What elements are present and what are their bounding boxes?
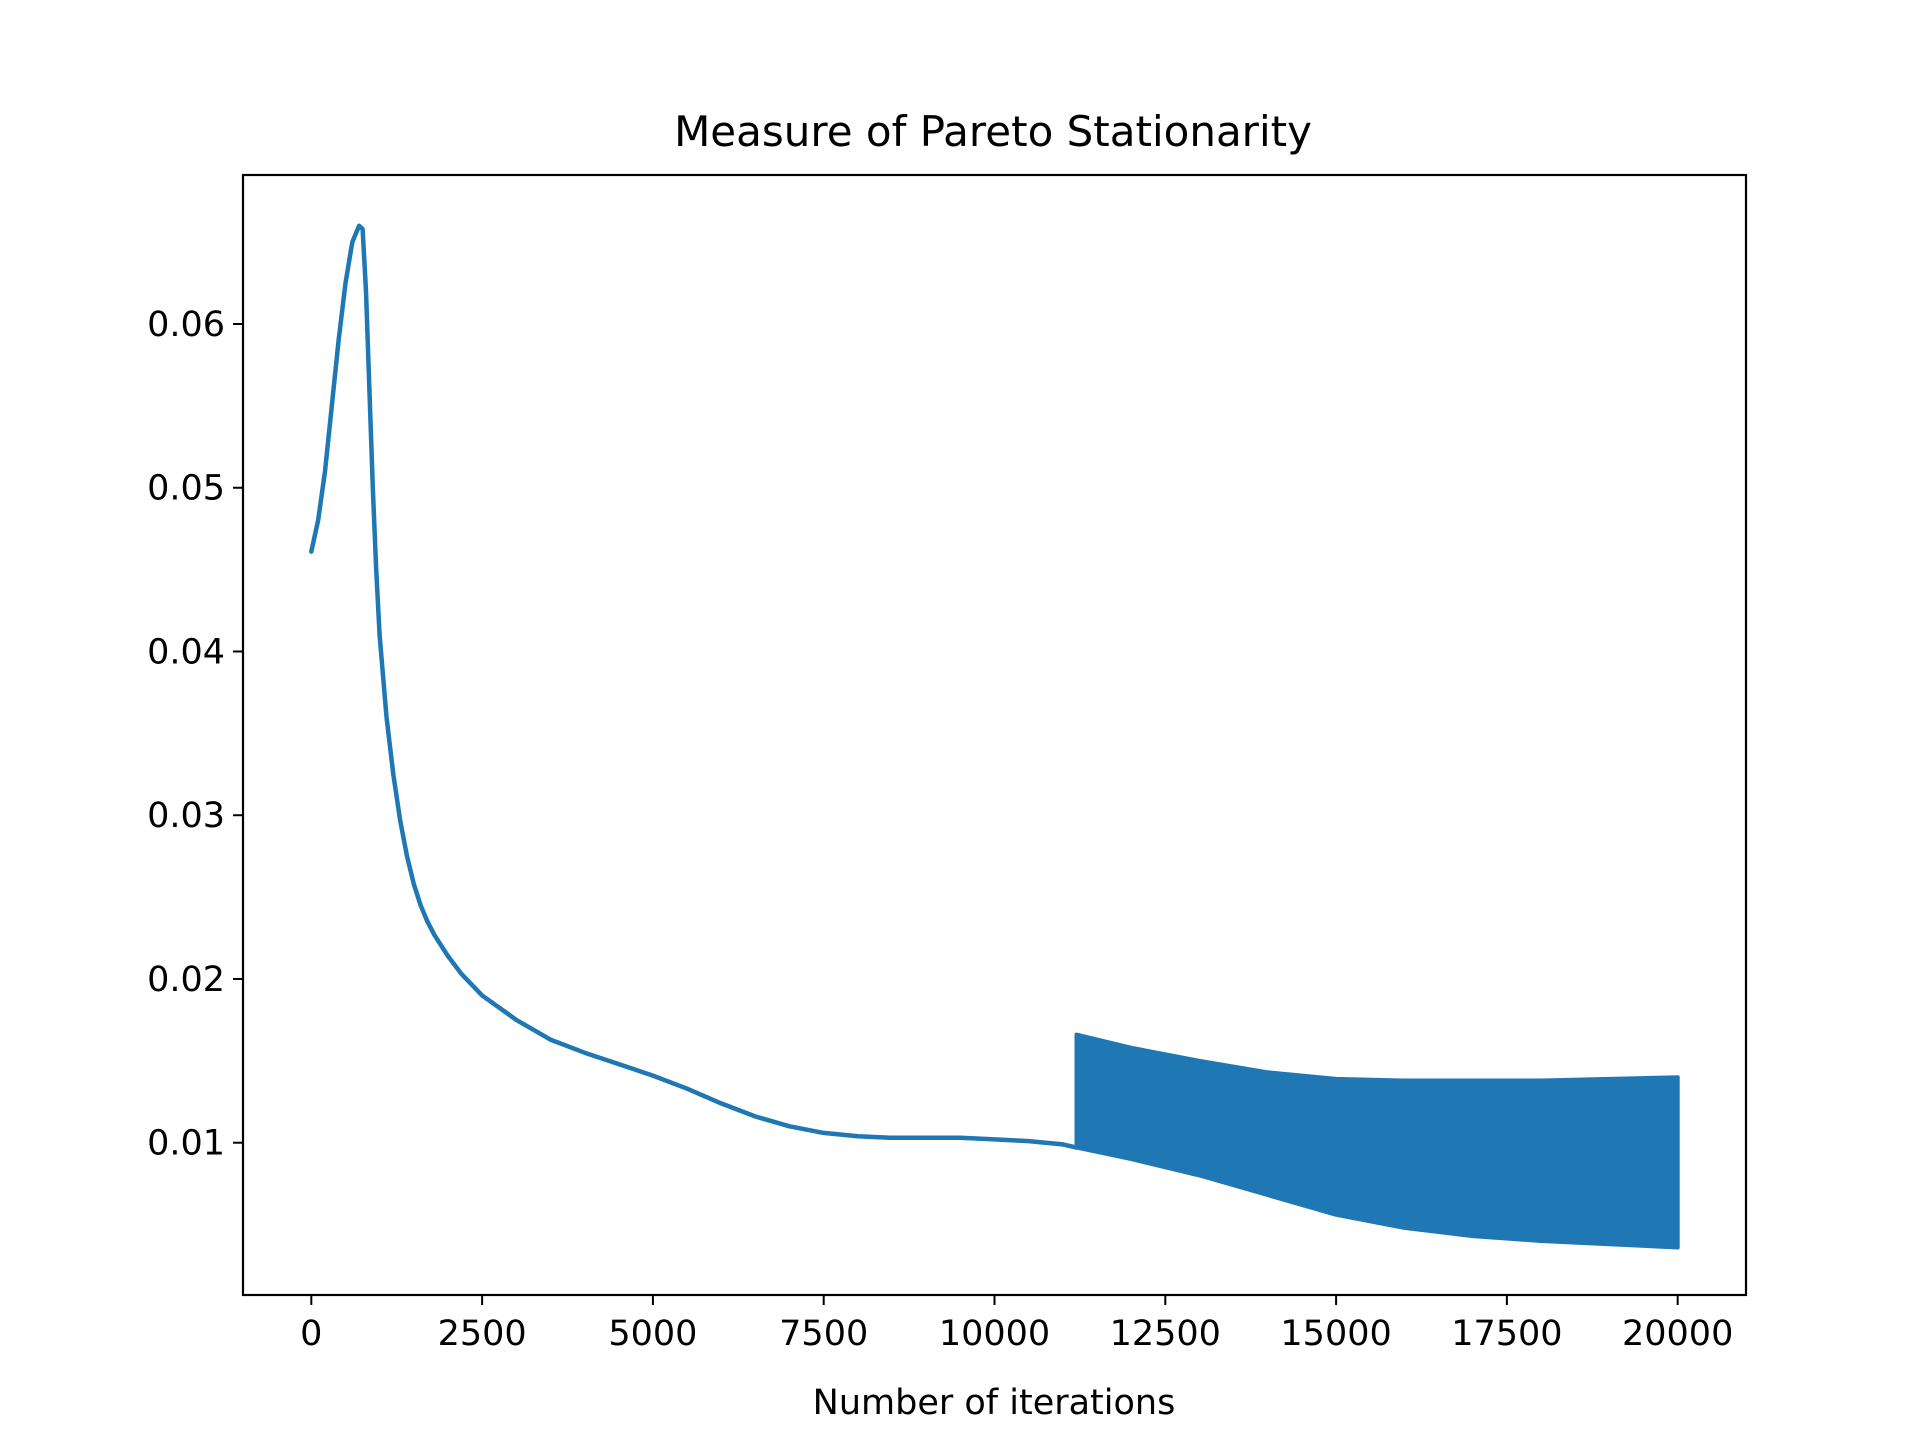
- x-tick-label: 10000: [939, 1314, 1050, 1354]
- y-tick-label: 0.05: [147, 469, 225, 509]
- y-tick-label: 0.01: [147, 1124, 225, 1164]
- y-tick-label: 0.02: [147, 960, 225, 1000]
- chart-title: Measure of Pareto Stationarity: [674, 107, 1312, 156]
- plot-area: [309, 223, 1680, 1250]
- x-tick-label: 2500: [438, 1314, 527, 1354]
- x-tick-label: 0: [300, 1314, 322, 1354]
- x-tick-label: 12500: [1110, 1314, 1221, 1354]
- x-tick-label: 5000: [608, 1314, 697, 1354]
- x-axis-ticks: 0 2500 5000 7500 10000 12500 15000 17500 20000: [300, 1295, 1733, 1354]
- axes-frame: [241, 173, 1748, 1297]
- y-tick-label: 0.06: [147, 305, 225, 345]
- series-line-0: [309, 223, 1079, 1150]
- y-tick-label: 0.04: [147, 632, 225, 672]
- x-tick-label: 15000: [1280, 1314, 1391, 1354]
- x-tick-label: 7500: [779, 1314, 868, 1354]
- y-tick-label: 0.03: [147, 796, 225, 836]
- x-axis-title: Number of iterations: [813, 1383, 1176, 1423]
- y-axis-ticks: 0.01 0.02 0.03 0.04 0.05 0.06: [147, 305, 243, 1164]
- oscillation-band: [1074, 1032, 1680, 1250]
- x-tick-label: 17500: [1451, 1314, 1562, 1354]
- x-tick-label: 20000: [1622, 1314, 1733, 1354]
